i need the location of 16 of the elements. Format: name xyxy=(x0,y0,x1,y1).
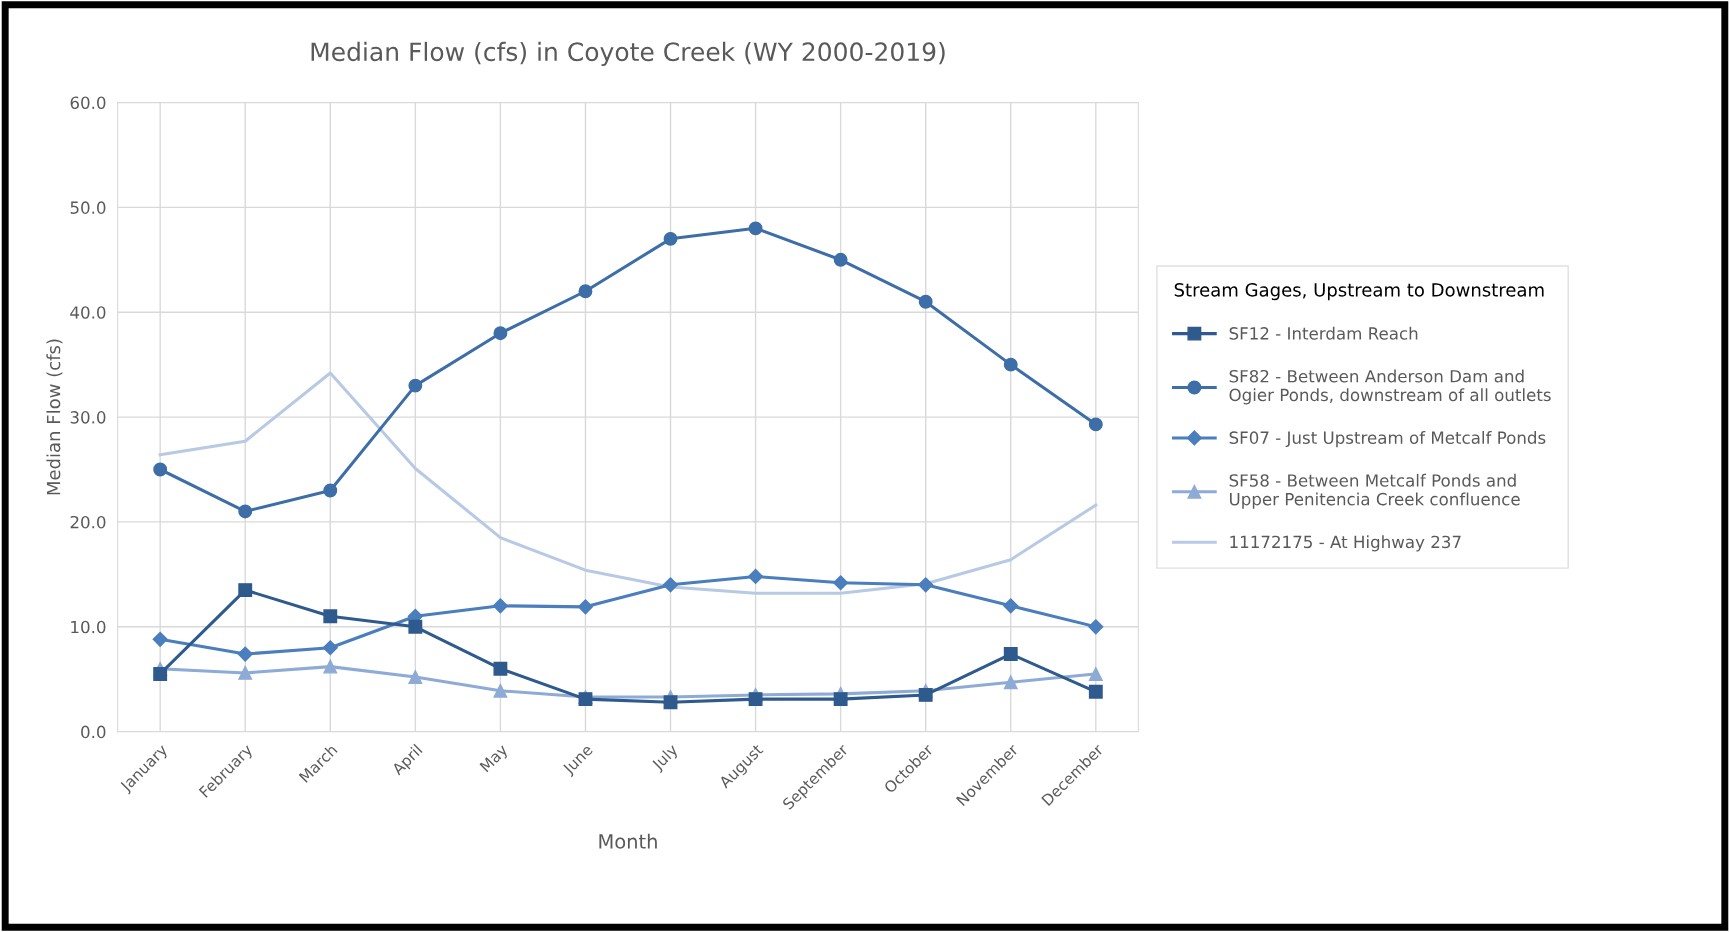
y-tick-label: 60.0 xyxy=(70,96,106,110)
legend-label: SF07 - Just Upstream of Metcalf Ponds xyxy=(1229,431,1546,448)
y-axis-title: Median Flow (cfs) xyxy=(46,339,63,495)
legend-title: Stream Gages, Upstream to Downstream xyxy=(1174,283,1544,301)
y-tick-label: 30.0 xyxy=(70,411,106,424)
y-tick-label: 40.0 xyxy=(70,306,106,319)
y-tick-label: 20.0 xyxy=(70,515,106,529)
y-tick-label: 50.0 xyxy=(70,201,106,214)
x-axis-title: Month xyxy=(599,833,657,849)
chart-title: Median Flow (cfs) in Coyote Creek (WY 2000-2019) xyxy=(311,41,945,67)
legend-label: SF82 - Between Anderson Dam and Ogier Ponds, downstream of all outlets xyxy=(1229,369,1551,405)
y-tick-label: 10.0 xyxy=(71,620,106,634)
legend-label: SF58 - Between Metcalf Ponds and Upper Penitencia Creek confluence xyxy=(1229,473,1520,509)
legend-label: SF12 - Interdam Reach xyxy=(1229,326,1418,340)
y-tick-label: 0.0 xyxy=(81,725,106,739)
legend-label: 11172175 - At Highway 237 xyxy=(1230,535,1461,552)
